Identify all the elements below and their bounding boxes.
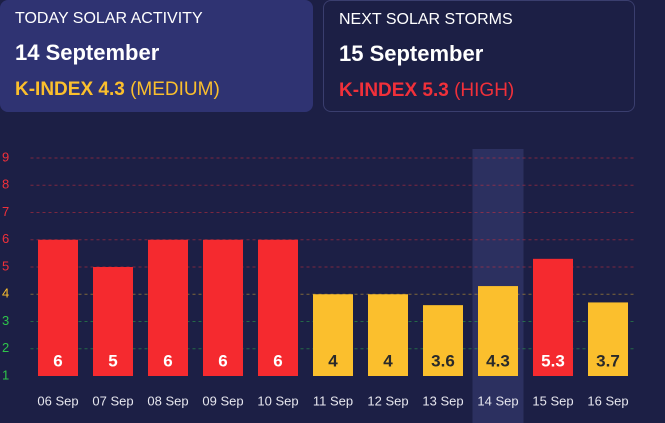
bar [533,258,573,376]
y-tick-label: 5 [2,258,9,273]
bar [588,302,628,376]
value-label: 6 [273,351,282,370]
value-label: 4 [383,351,393,370]
x-tick-label: 06 Sep [37,393,78,408]
value-label: 6 [53,351,62,370]
today-card: TODAY SOLAR ACTIVITY 14 September K-INDE… [0,0,313,112]
bar [478,286,518,376]
x-tick-label: 10 Sep [257,393,298,408]
value-label: 6 [218,351,227,370]
y-tick-label: 9 [2,149,9,164]
bar [423,305,463,376]
card-date: 14 September [15,40,160,65]
value-label: 3.6 [431,351,455,370]
highlight-column [472,149,524,423]
x-tick-label: 16 Sep [587,393,628,408]
bar [313,294,353,376]
value-label: 4.3 [486,351,510,370]
next-card: NEXT SOLAR STORMS 15 September K-INDEX 5… [323,0,635,112]
value-label: 3.7 [596,351,620,370]
card-label: TODAY SOLAR ACTIVITY [15,10,203,27]
card-level: (MEDIUM) [130,79,220,100]
bar [38,239,78,376]
card-date: 15 September [339,41,484,66]
card-index-row: K-INDEX 4.3 (MEDIUM) [15,79,298,101]
y-tick-label: 2 [2,340,9,355]
y-tick-label: 3 [2,313,9,328]
x-tick-label: 15 Sep [532,393,573,408]
bar [368,294,408,376]
x-tick-label: 08 Sep [147,393,188,408]
bar [93,267,133,376]
y-tick-label: 8 [2,177,9,192]
x-tick-label: 07 Sep [92,393,133,408]
card-index-row: K-INDEX 5.3 (HIGH) [339,80,619,102]
bar [203,239,243,376]
value-label: 4 [328,351,338,370]
card-label: NEXT SOLAR STORMS [339,11,513,28]
bar [258,239,298,376]
y-tick-label: 7 [2,204,9,219]
card-index: K-INDEX 5.3 [339,80,449,101]
value-label: 5 [108,351,117,370]
x-tick-label: 11 Sep [313,393,353,408]
x-tick-label: 13 Sep [422,393,463,408]
y-tick-label: 6 [2,231,9,246]
y-tick-label: 4 [2,286,9,301]
value-label: 5.3 [541,351,565,370]
x-tick-label: 14 Sep [477,393,518,408]
x-tick-label: 12 Sep [367,393,408,408]
card-index: K-INDEX 4.3 [15,79,125,100]
card-level: (HIGH) [454,80,515,101]
x-tick-label: 09 Sep [202,393,243,408]
y-tick-label: 1 [2,367,9,382]
value-label: 6 [163,351,172,370]
bar [148,239,188,376]
